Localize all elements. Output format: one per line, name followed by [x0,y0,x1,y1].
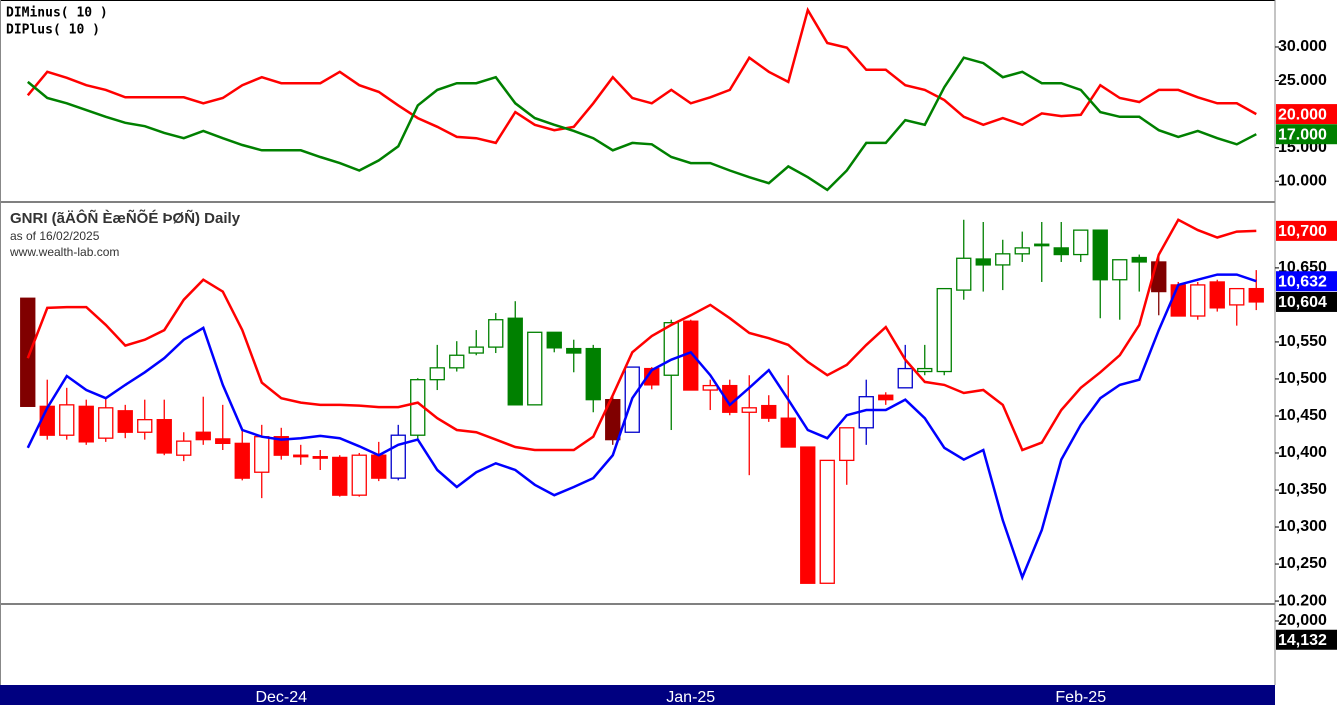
candle-body [156,419,172,454]
candle-body [702,384,718,391]
candle-body [995,253,1011,266]
candle-body [488,319,504,348]
y-tick-label: 10,500 [1278,370,1327,387]
band-line [26,273,1257,581]
candle-body [683,320,699,391]
candle-body [78,405,94,443]
value-badge [1276,291,1337,312]
candle-body [371,454,387,479]
chart-title: GNRI (ãÄÔÑ ÈæÑÕÉ ÞØÑ) Daily [10,209,241,227]
candle-body [390,434,406,479]
candle-body [780,417,796,448]
x-tick-label: Jan-25 [666,689,715,705]
value-badge [1276,629,1337,650]
candle-body [468,346,484,354]
candle-body [234,442,250,479]
candle-body [956,257,972,291]
date-bar [0,685,1275,705]
candle-body [215,438,231,444]
y-tick-label: 30.000 [1278,38,1327,55]
y-tick-label: 10,450 [1278,407,1327,424]
candle-body [605,399,621,441]
candle-body [917,367,933,373]
value-badge-label: 10,700 [1278,223,1327,240]
candle-body [98,407,114,439]
candle-body [59,404,75,436]
value-badge [1276,220,1337,241]
candle-body [1229,287,1245,306]
candle-body [566,347,582,354]
candle-body [273,436,289,456]
candle-body [1034,243,1050,247]
value-badge-label: 10,604 [1278,294,1327,311]
candle-body [761,404,777,419]
y-tick-label: 10,250 [1278,555,1327,572]
value-badge [1276,271,1337,292]
candle-body [800,446,816,584]
y-tick-label: 10,300 [1278,518,1327,535]
y-tick-label: 10,550 [1278,333,1327,350]
candle-body [878,394,894,401]
candle-body [839,427,855,462]
candle-body [1170,284,1186,317]
candle-body [663,322,679,376]
y-tick-label: 25.000 [1278,72,1327,89]
chart-subtitle: as of 16/02/2025 [10,229,100,243]
band-line [26,218,1257,452]
candle-body [897,367,913,389]
candle-body [819,459,835,584]
value-badge-label: 10,632 [1278,273,1327,290]
candle-body [585,347,601,401]
candle-body [351,454,367,496]
y-tick-label: 10.000 [1278,172,1327,189]
x-tick-label: Dec-24 [255,689,307,705]
candle-body [1073,229,1089,256]
di-line [26,6,1257,145]
candle-body [195,431,211,441]
candle-body [1112,259,1128,281]
candle-body [293,454,309,458]
candle-body [429,367,445,381]
y-tick-label: 10,350 [1278,481,1327,498]
candle-body [1092,229,1108,281]
candle-body [1248,287,1264,303]
candle-body [20,297,36,407]
candle-body [546,331,562,349]
y-tick-label: 10,400 [1278,444,1327,461]
candle-body [644,367,660,386]
candle-body [1209,281,1225,309]
y-tick-label: 20,000 [1278,612,1327,629]
candle-body [117,410,133,433]
legend-entry: DIMinus( 10 ) [6,6,108,21]
candle-body [975,258,991,266]
candle-body [527,331,543,406]
source: www.wealth-lab.com [9,245,119,259]
value-badge-label: 14,132 [1278,632,1327,649]
candle-body [176,440,192,456]
value-badge-label: 17.000 [1278,126,1327,143]
candle-body [1014,247,1030,255]
candle-body [332,456,348,496]
value-badge-label: 20.000 [1278,106,1327,123]
candle-body [1053,247,1069,256]
candle-body [312,456,328,459]
candle-body [1190,284,1206,317]
x-tick-label: Feb-25 [1055,689,1106,705]
legend-entry: DIPlus( 10 ) [6,23,100,38]
candle-body [449,354,465,369]
candle-body [507,317,523,406]
candle-body [741,407,757,413]
candle-body [1131,256,1147,263]
candle-body [936,287,952,373]
di-line [27,56,1257,192]
candle-body [137,419,153,433]
candle-body [254,436,270,473]
value-badge [1276,104,1337,125]
value-badge [1276,124,1337,145]
y-tick-label: 10.200 [1278,592,1327,609]
